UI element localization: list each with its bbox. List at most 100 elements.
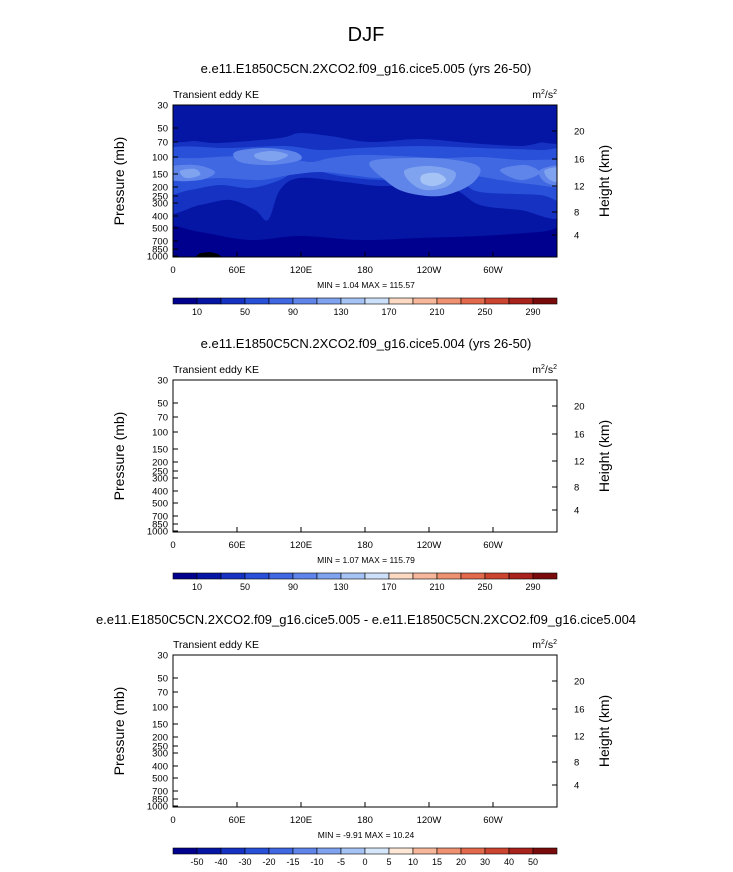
y-right-tick-label: 4 <box>574 231 579 242</box>
x-tick-label: 120W <box>417 265 442 276</box>
x-tick-label: 60W <box>483 265 503 276</box>
colorbar-label: 290 <box>525 582 540 592</box>
colorbar-swatch <box>364 572 390 580</box>
colorbar-swatch <box>388 572 414 580</box>
colorbar-label: -40 <box>214 857 227 867</box>
panel-title: e.e11.E1850C5CN.2XCO2.f09_g16.cice5.004 … <box>201 336 532 351</box>
colorbar-swatch <box>220 297 246 305</box>
colorbar-swatch <box>244 297 270 305</box>
colorbar-swatch <box>436 847 462 855</box>
y-tick-label: 700 <box>152 787 168 798</box>
units-label: m2/s2 <box>532 364 557 376</box>
y-tick-label: 500 <box>152 774 168 785</box>
colorbar-label: 210 <box>429 582 444 592</box>
y-right-tick-label: 20 <box>574 402 585 413</box>
colorbar-swatch <box>220 572 246 580</box>
y-tick-label: 850 <box>152 245 168 256</box>
colorbar-swatch <box>220 847 246 855</box>
y-tick-label: 1000 <box>147 527 168 538</box>
contour-level-7-pacific <box>420 448 446 461</box>
colorbar-swatch <box>340 572 366 580</box>
x-tick-label: 180 <box>357 540 373 551</box>
y-tick-label: 50 <box>157 399 168 410</box>
contour-level-6-east <box>544 167 557 183</box>
y-tick-label: 150 <box>152 170 168 181</box>
panel-model-005: e.e11.E1850C5CN.2XCO2.f09_g16.cice5.005 … <box>111 61 612 317</box>
contour-level-5-atlantic <box>499 164 541 181</box>
colorbar-swatch <box>388 297 414 305</box>
colorbar-label: 50 <box>240 582 250 592</box>
contour-level-6-west <box>254 150 289 162</box>
y-tick-label: 30 <box>157 101 168 112</box>
panel-title: e.e11.E1850C5CN.2XCO2.f09_g16.cice5.005 … <box>201 61 532 76</box>
colorbar-swatch <box>268 847 294 855</box>
colorbar-swatch <box>412 572 438 580</box>
colorbar-label: 5 <box>386 857 391 867</box>
colorbar-swatch <box>268 572 294 580</box>
colorbar-label: 20 <box>456 857 466 867</box>
contour-level-4 <box>161 430 570 462</box>
y-tick-label: 850 <box>152 795 168 806</box>
x-tick-label: 120E <box>290 265 312 276</box>
colorbar-label: -15 <box>286 857 299 867</box>
colorbar-swatch <box>436 572 462 580</box>
y-right-tick-label: 4 <box>574 781 579 792</box>
contour-pos-medium <box>449 716 482 741</box>
colorbar-label: 250 <box>477 307 492 317</box>
y-tick-label: 70 <box>157 688 168 699</box>
variable-label: Transient eddy KE <box>173 364 259 376</box>
contour-level-6-east <box>544 442 567 458</box>
colorbar-swatch <box>196 847 222 855</box>
plot-frame <box>172 654 558 808</box>
min-max-stats: MIN = 1.07 MAX = 115.79 <box>317 555 415 565</box>
colorbar-swatch <box>412 847 438 855</box>
colorbar-label: -30 <box>238 857 251 867</box>
plot-frame <box>172 379 558 533</box>
contour-level-0 <box>173 225 557 257</box>
colorbar-label: 210 <box>429 307 444 317</box>
colorbar-swatch <box>316 847 342 855</box>
contour-level-0-strat-blob <box>515 401 536 407</box>
y-tick-label: 200 <box>152 183 168 194</box>
y-right-axis-label: Height (km) <box>596 420 612 492</box>
colorbar-label: 30 <box>480 857 490 867</box>
colorbar-swatch <box>196 572 222 580</box>
min-max-stats: MIN = -9.91 MAX = 10.24 <box>318 830 415 840</box>
colorbar-label: 10 <box>408 857 418 867</box>
y-tick-label: 700 <box>152 512 168 523</box>
contour-neg-lower <box>134 763 597 817</box>
y-right-tick-label: 16 <box>574 430 585 441</box>
x-tick-label: 120E <box>290 540 312 551</box>
x-tick-label: 120W <box>417 815 442 826</box>
colorbar-swatch <box>532 572 558 580</box>
y-tick-label: 100 <box>152 703 168 714</box>
colorbar-swatch <box>292 847 318 855</box>
y-tick-label: 1000 <box>147 802 168 813</box>
colorbar-label: 40 <box>504 857 514 867</box>
colorbar-swatch <box>364 847 390 855</box>
y-tick-label: 1000 <box>147 252 168 263</box>
x-tick-label: 180 <box>357 265 373 276</box>
y-right-axis-label: Height (km) <box>596 695 612 767</box>
contour-field <box>133 364 596 550</box>
contour-neg-medium-4 <box>322 706 335 723</box>
y-tick-label: 500 <box>152 499 168 510</box>
contour-neg-medium-1 <box>179 720 222 740</box>
variable-label: Transient eddy KE <box>173 639 259 651</box>
contour-field <box>173 105 557 257</box>
y-tick-label: 70 <box>157 413 168 424</box>
contour-level-5-east <box>539 440 568 462</box>
contour-neg-central <box>296 695 430 770</box>
y-tick-label: 100 <box>152 153 168 164</box>
colorbar-label: 10 <box>192 582 202 592</box>
colorbar-swatch <box>316 572 342 580</box>
variable-label: Transient eddy KE <box>173 89 259 101</box>
colorbar-swatch <box>340 847 366 855</box>
y-tick-label: 30 <box>157 376 168 387</box>
x-tick-label: 60W <box>483 815 503 826</box>
y-right-tick-label: 12 <box>574 732 585 743</box>
x-tick-label: 0 <box>170 815 175 826</box>
y-tick-label: 250 <box>152 742 168 753</box>
units-label: m2/s2 <box>532 89 557 101</box>
